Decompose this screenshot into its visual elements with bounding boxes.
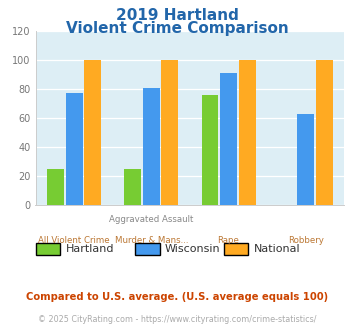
- Bar: [220, 73, 237, 205]
- Text: 2019 Hartland: 2019 Hartland: [116, 8, 239, 23]
- Text: Aggravated Assault: Aggravated Assault: [109, 214, 193, 223]
- Bar: [84, 60, 101, 205]
- Bar: [239, 60, 256, 205]
- Text: National: National: [254, 244, 300, 254]
- Bar: [162, 60, 178, 205]
- Bar: [143, 88, 160, 205]
- Bar: [316, 60, 333, 205]
- Text: All Violent Crime: All Violent Crime: [38, 236, 110, 245]
- Text: © 2025 CityRating.com - https://www.cityrating.com/crime-statistics/: © 2025 CityRating.com - https://www.city…: [38, 315, 317, 324]
- Text: Hartland: Hartland: [66, 244, 114, 254]
- Text: Compared to U.S. average. (U.S. average equals 100): Compared to U.S. average. (U.S. average …: [26, 292, 329, 302]
- Text: Violent Crime Comparison: Violent Crime Comparison: [66, 21, 289, 36]
- Bar: [202, 95, 218, 205]
- Text: Robbery: Robbery: [288, 236, 324, 245]
- Text: Murder & Mans...: Murder & Mans...: [115, 236, 188, 245]
- Bar: [66, 93, 83, 205]
- Bar: [124, 169, 141, 205]
- Text: Rape: Rape: [218, 236, 240, 245]
- Bar: [297, 114, 314, 205]
- Bar: [47, 169, 64, 205]
- Text: Wisconsin: Wisconsin: [165, 244, 221, 254]
